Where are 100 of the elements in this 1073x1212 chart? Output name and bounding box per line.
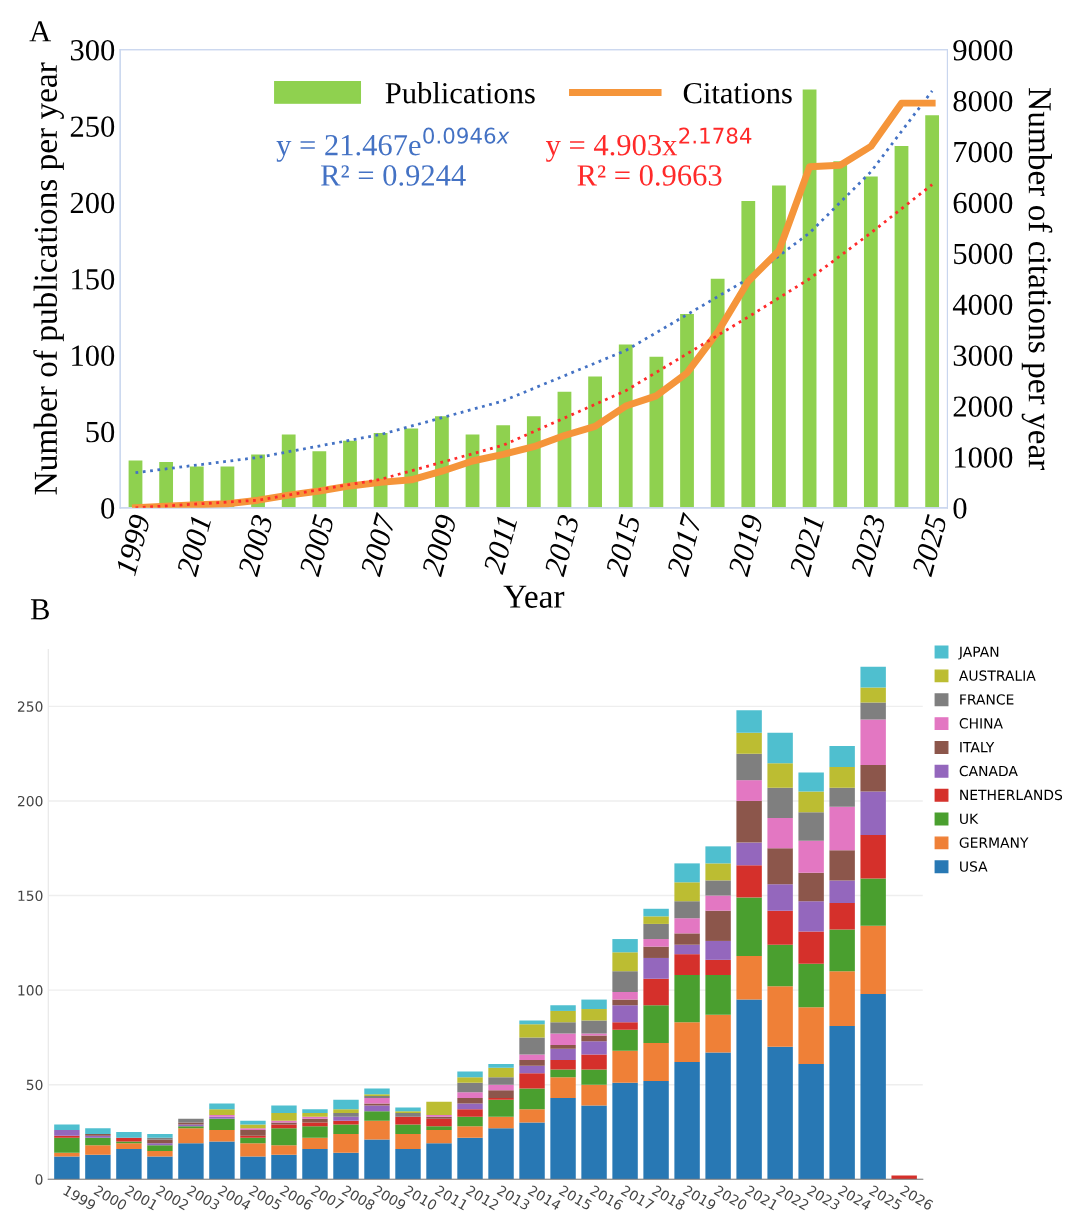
bar: [860, 687, 886, 703]
bar: [643, 1080, 669, 1180]
bar: [457, 1092, 483, 1098]
chart-title: A: [29, 21, 52, 42]
legend-label: FRANCE: [960, 694, 1014, 705]
bar: [705, 940, 731, 960]
bar: [54, 1156, 80, 1180]
bar: [833, 161, 848, 508]
bar: [612, 992, 638, 1000]
y-tick-label: 250: [70, 116, 115, 137]
bar: [674, 954, 700, 975]
bar: [829, 929, 855, 972]
bar: [643, 1043, 669, 1081]
bar: [395, 1116, 421, 1125]
bar: [860, 791, 886, 836]
bar: [581, 1020, 607, 1034]
bar: [457, 1082, 483, 1093]
bar: [271, 1128, 297, 1146]
bar: [333, 1113, 359, 1117]
bar: [271, 1113, 297, 1121]
y2-tick-label: 3000: [953, 345, 1013, 367]
bar: [240, 1124, 266, 1129]
bar: [612, 1082, 638, 1180]
bar: [457, 1126, 483, 1138]
bar: [736, 999, 762, 1180]
bar: [457, 1116, 483, 1127]
bar: [178, 1143, 204, 1180]
bar: [829, 806, 855, 851]
bar: [581, 1041, 607, 1055]
bar: [829, 746, 855, 767]
bar: [674, 933, 700, 945]
bar: [643, 939, 669, 947]
bar: [333, 1116, 359, 1121]
bar: [736, 710, 762, 733]
bar: [772, 185, 786, 508]
bar: [457, 1103, 483, 1110]
bar: [395, 1133, 421, 1150]
annotation: y = 4.903x$^{2.1784}$ R² = 0.9663: [545, 127, 752, 186]
bar: [798, 791, 824, 813]
y-tick-label: 250: [17, 701, 43, 712]
legend-label: AUSTRALIA: [959, 670, 1036, 681]
bar: [767, 910, 793, 945]
bar: [829, 971, 855, 1027]
bar: [488, 1099, 514, 1117]
y-axis-title: Number of publications per year: [33, 62, 64, 495]
bar: [519, 1122, 545, 1180]
bar: [426, 1126, 452, 1131]
bar: [674, 1062, 700, 1180]
bar: [85, 1145, 111, 1155]
x-tick-label: 2025: [911, 513, 948, 578]
bar: [705, 880, 731, 896]
legend-label: CHINA: [959, 718, 1003, 729]
bar: [802, 89, 817, 508]
x-tick-label: 2005: [298, 513, 335, 578]
bar: [395, 1107, 421, 1112]
bar: [302, 1137, 328, 1150]
bar: [860, 666, 886, 688]
bar: [240, 1130, 266, 1136]
bar: [767, 817, 793, 849]
bar: [240, 1143, 266, 1157]
bar: [302, 1118, 328, 1123]
bar: [209, 1141, 235, 1180]
bar: [426, 1118, 452, 1127]
y-tick-label: 200: [17, 795, 43, 807]
x-tick-label: 2021: [789, 516, 825, 578]
y-tick-label: 0: [35, 1174, 43, 1185]
bar: [488, 1067, 514, 1078]
bar: [271, 1154, 297, 1180]
bar: [798, 931, 824, 964]
bar: [581, 1084, 607, 1106]
bar: [680, 313, 694, 508]
bar: [178, 1118, 204, 1123]
bar: [736, 956, 762, 1000]
bar: [364, 1111, 390, 1121]
bar: [767, 732, 793, 764]
bar: [519, 1037, 545, 1055]
bar: [798, 872, 824, 902]
bar: [798, 840, 824, 873]
bar: [767, 884, 793, 911]
bar: [612, 939, 638, 953]
annotation: y = 21.467e$^{0.0946x}$ R² = 0.9244: [276, 127, 510, 186]
y-tick-label: 50: [26, 1079, 43, 1091]
bar: [829, 766, 855, 788]
bar: [798, 772, 824, 792]
legend-label: NETHERLANDS: [960, 789, 1063, 801]
y2-axis-title: Number of citations per year: [1021, 88, 1053, 471]
y2-tick-label: 1000: [955, 447, 1013, 468]
bar: [674, 1022, 700, 1062]
bar: [643, 916, 669, 924]
bar: [85, 1128, 111, 1134]
y2-tick-label: 6000: [953, 192, 1013, 214]
bar: [798, 1007, 824, 1064]
bar: [364, 1139, 390, 1180]
bar: [519, 1024, 545, 1038]
bar: [209, 1109, 235, 1115]
bar: [860, 835, 886, 879]
legend-label: ITALY: [960, 742, 995, 753]
bar: [863, 176, 878, 508]
x-tick-label: 2007: [360, 511, 397, 578]
legend-label: JAPAN: [958, 646, 999, 660]
